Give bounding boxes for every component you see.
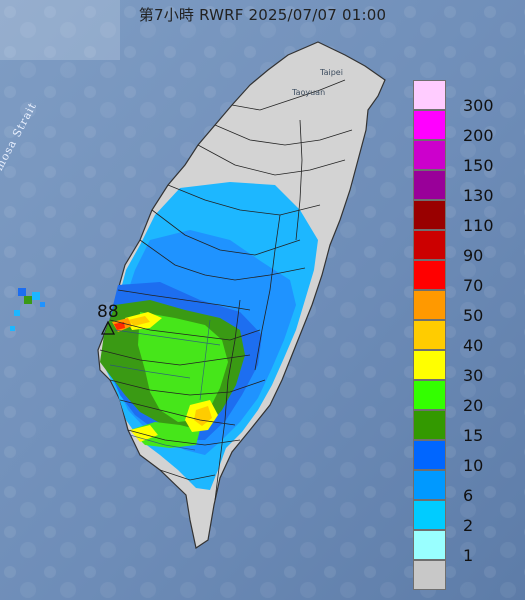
legend-label: 2: [463, 516, 474, 535]
legend-swatch: [413, 320, 446, 350]
legend-label: 6: [463, 486, 474, 505]
legend-label: 110: [463, 216, 494, 235]
legend-swatch: [413, 560, 446, 590]
legend-label: 1: [463, 546, 474, 565]
legend-swatch: [413, 80, 446, 110]
legend-swatch: [413, 230, 446, 260]
legend-swatch: [413, 110, 446, 140]
legend-swatch: [413, 530, 446, 560]
legend-swatch: [413, 260, 446, 290]
legend-label: 30: [463, 366, 484, 385]
county-boundaries: [99, 79, 353, 501]
station-triangle-marker: [100, 320, 116, 335]
legend-label: 40: [463, 336, 484, 355]
legend-swatch: [413, 410, 446, 440]
legend-swatch: [413, 440, 446, 470]
legend-label: 200: [463, 126, 494, 145]
legend-swatch: [413, 140, 446, 170]
penghu-rain-cells: [10, 288, 45, 331]
legend-swatch: [413, 200, 446, 230]
legend-swatch: [413, 290, 446, 320]
rain-area-40mm-west: [128, 316, 150, 326]
rain-area-20mm: [138, 312, 228, 422]
legend-label: 300: [463, 96, 494, 115]
legend-label: 130: [463, 186, 494, 205]
legend-swatch: [413, 350, 446, 380]
legend-label: 90: [463, 246, 484, 265]
station-label: 88: [97, 302, 119, 322]
legend-swatch: [413, 470, 446, 500]
legend-label: 70: [463, 276, 484, 295]
legend-label: 20: [463, 396, 484, 415]
taoyuan-label: Taoyuan: [292, 88, 326, 97]
rivers: [109, 319, 221, 451]
legend-swatch: [413, 380, 446, 410]
rain-area-30mm-west: [130, 425, 158, 442]
legend-label: 150: [463, 156, 494, 175]
legend-label: 10: [463, 456, 484, 475]
legend-label: 15: [463, 426, 484, 445]
rain-area-70mm: [114, 322, 125, 330]
legend-swatch: [413, 500, 446, 530]
map-title: 第7小時 RWRF 2025/07/07 01:00: [138, 6, 387, 24]
legend-label: 50: [463, 306, 484, 325]
cloud-patch-northwest: [0, 0, 120, 60]
legend-swatch: [413, 170, 446, 200]
taipei-label: Taipei: [320, 68, 343, 77]
